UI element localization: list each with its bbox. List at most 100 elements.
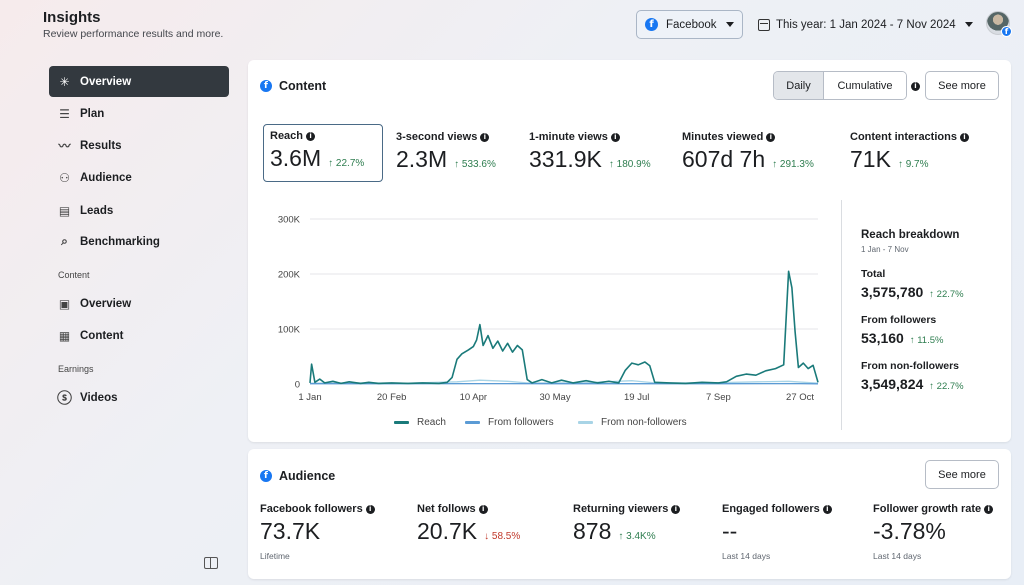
sidebar-item-plan[interactable]: ☰ Plan bbox=[49, 98, 229, 129]
metric-follower-growth-rate[interactable]: Follower growth rate i -3.78% Last 14 day… bbox=[873, 503, 994, 561]
facebook-icon: f bbox=[260, 80, 272, 92]
facebook-icon: f bbox=[645, 18, 658, 31]
legend-swatch bbox=[578, 421, 593, 424]
metric-minutes-viewed[interactable]: Minutes viewed i 607d 7h ↑ 291.3% bbox=[682, 131, 814, 173]
audience-icon: ⚇ bbox=[59, 170, 70, 185]
x-tick-label: 7 Sep bbox=[706, 392, 731, 403]
leads-icon: ▤ bbox=[58, 203, 71, 218]
info-icon[interactable]: i bbox=[822, 504, 832, 514]
sidebar-item-label: Benchmarking bbox=[80, 235, 160, 248]
metric-label: Net follows bbox=[417, 503, 476, 515]
toggle-daily[interactable]: Daily bbox=[774, 72, 824, 99]
info-icon[interactable]: i bbox=[306, 131, 316, 141]
dollar-icon: ⓢ bbox=[57, 389, 73, 407]
info-icon[interactable]: i bbox=[911, 82, 920, 91]
metric-value: -3.78% bbox=[873, 518, 946, 544]
metric-delta: ↑ 533.6% bbox=[454, 159, 496, 170]
sidebar-item-overview[interactable]: ✳ Overview bbox=[49, 66, 229, 97]
info-icon[interactable]: i bbox=[610, 132, 620, 142]
metric-label: Returning viewers bbox=[573, 503, 669, 515]
metric-note: Last 14 days bbox=[873, 551, 922, 561]
page-title: Insights bbox=[43, 9, 101, 26]
collapse-sidebar-icon[interactable] bbox=[204, 557, 218, 569]
breakdown-delta: ↑ 11.5% bbox=[909, 335, 944, 346]
caret-down-icon bbox=[964, 22, 973, 27]
legend-label: From followers bbox=[488, 417, 554, 428]
sidebar-item-content[interactable]: ▦ Content bbox=[49, 320, 229, 351]
breakdown-delta: ↑ 22.7% bbox=[929, 381, 964, 392]
breakdown-value: 3,575,780 bbox=[861, 284, 924, 300]
sidebar-item-label: Content bbox=[80, 329, 124, 342]
info-icon[interactable]: i bbox=[959, 132, 969, 142]
x-tick-label: 10 Apr bbox=[460, 392, 487, 403]
legend-from-non-followers: From non-followers bbox=[578, 417, 687, 428]
metric-net-follows[interactable]: Net follows i 20.7K ↓ 58.5% bbox=[417, 503, 520, 545]
info-icon[interactable]: i bbox=[766, 132, 776, 142]
see-more-button[interactable]: See more bbox=[925, 71, 999, 100]
breakdown-label: Total bbox=[861, 268, 886, 280]
facebook-badge-icon: f bbox=[1001, 26, 1012, 37]
breakdown-total: Total 3,575,780 ↑ 22.7% bbox=[861, 268, 1009, 300]
metric-reach[interactable]: Reach i 3.6M ↑ 22.7% bbox=[263, 124, 383, 182]
overview-icon: ✳ bbox=[59, 74, 70, 89]
metric-value: 331.9K bbox=[529, 146, 602, 172]
page-subtitle: Review performance results and more. bbox=[43, 28, 224, 40]
section-label-earnings: Earnings bbox=[58, 364, 94, 374]
metric-value: 71K bbox=[850, 146, 891, 172]
metric-3-second-views[interactable]: 3-second views i 2.3M ↑ 533.6% bbox=[396, 131, 496, 173]
metric-delta: ↑ 22.7% bbox=[328, 158, 365, 169]
metric-note: Lifetime bbox=[260, 551, 290, 561]
reach-line-chart: 0 100K 200K 300K 1 Jan 20 Feb 10 Apr 30 May 19 J… bbox=[278, 215, 819, 403]
sidebar-item-videos[interactable]: ⓢ Videos bbox=[49, 382, 229, 413]
sidebar-item-benchmarking[interactable]: ⌕ Benchmarking bbox=[49, 226, 229, 257]
facebook-icon: f bbox=[260, 470, 272, 482]
x-tick-label: 20 Feb bbox=[377, 392, 407, 403]
metric-value: 878 bbox=[573, 518, 612, 544]
see-more-button[interactable]: See more bbox=[925, 460, 999, 489]
metric-label: 3-second views bbox=[396, 131, 478, 143]
sidebar-item-leads[interactable]: ▤ Leads bbox=[49, 195, 229, 226]
metric-facebook-followers[interactable]: Facebook followers i 73.7K Lifetime bbox=[260, 503, 375, 561]
breakdown-label: From non-followers bbox=[861, 360, 959, 372]
info-icon[interactable]: i bbox=[478, 504, 488, 514]
x-tick-label: 30 May bbox=[539, 392, 570, 403]
section-label-content: Content bbox=[58, 270, 90, 280]
metric-returning-viewers[interactable]: Returning viewers i 878 ↑ 3.4K% bbox=[573, 503, 681, 545]
metric-label: Content interactions bbox=[850, 131, 957, 143]
metric-label: Reach bbox=[270, 130, 304, 142]
metric-value: 2.3M bbox=[396, 146, 448, 172]
y-tick-label: 100K bbox=[278, 325, 301, 336]
metric-label: Follower growth rate bbox=[873, 503, 982, 515]
avatar[interactable]: f bbox=[986, 11, 1012, 37]
x-tick-label: 1 Jan bbox=[298, 392, 321, 403]
info-icon[interactable]: i bbox=[671, 504, 681, 514]
metric-content-interactions[interactable]: Content interactions i 71K ↑ 9.7% bbox=[850, 131, 969, 173]
info-icon[interactable]: i bbox=[984, 504, 994, 514]
metric-label: Minutes viewed bbox=[682, 131, 764, 143]
metric-delta: ↑ 9.7% bbox=[897, 159, 929, 170]
date-range-picker[interactable]: This year: 1 Jan 2024 - 7 Nov 2024 bbox=[758, 10, 973, 39]
info-icon[interactable]: i bbox=[365, 504, 375, 514]
sidebar-item-audience[interactable]: ⚇ Audience bbox=[49, 162, 229, 193]
sidebar-item-label: Plan bbox=[80, 107, 105, 120]
audience-card-title: f Audience bbox=[260, 469, 335, 483]
daily-cumulative-toggle: Daily Cumulative bbox=[773, 71, 907, 100]
sidebar-item-label: Results bbox=[80, 139, 122, 152]
metric-value: 607d 7h bbox=[682, 146, 766, 172]
sidebar-item-results[interactable]: 〰 Results bbox=[49, 130, 229, 161]
date-range-label: This year: 1 Jan 2024 - 7 Nov 2024 bbox=[776, 18, 956, 31]
breakdown-title: Reach breakdown bbox=[861, 229, 960, 241]
benchmarking-icon: ⌕ bbox=[61, 234, 68, 248]
breakdown-label: From followers bbox=[861, 314, 937, 326]
caret-down-icon bbox=[726, 22, 734, 27]
metric-value: 3.6M bbox=[270, 145, 322, 171]
platform-select[interactable]: f Facebook bbox=[636, 10, 743, 39]
info-icon[interactable]: i bbox=[480, 132, 490, 142]
content-card-title: f Content bbox=[260, 79, 326, 93]
toggle-cumulative[interactable]: Cumulative bbox=[824, 72, 906, 99]
sidebar-item-label: Videos bbox=[80, 391, 118, 404]
sidebar-item-content-overview[interactable]: ▣ Overview bbox=[49, 288, 229, 319]
metric-value: 73.7K bbox=[260, 518, 321, 544]
metric-1-minute-views[interactable]: 1-minute views i 331.9K ↑ 180.9% bbox=[529, 131, 651, 173]
metric-engaged-followers[interactable]: Engaged followers i -- Last 14 days bbox=[722, 503, 832, 561]
